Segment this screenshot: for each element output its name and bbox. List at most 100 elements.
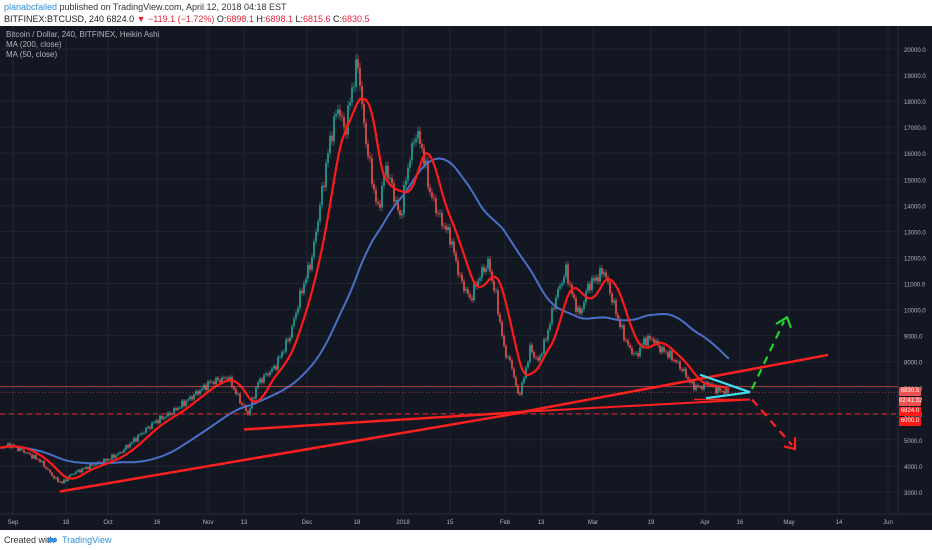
candle-body [673, 360, 675, 362]
chart-area[interactable]: 20000.0 19000.0 18000.0 17000.0 16000.0 15000… [0, 26, 932, 530]
candle-body [151, 422, 153, 429]
candle-body [339, 109, 341, 116]
candle-body [665, 351, 667, 353]
candle-body [403, 185, 405, 214]
legend-ma200[interactable]: MA (200, close) [6, 40, 62, 49]
candle-body [357, 59, 359, 68]
candle-body [237, 393, 239, 395]
trend-line-main[interactable] [59, 411, 523, 493]
candle-body [383, 175, 385, 186]
candle-body [433, 197, 435, 199]
candle-body [179, 407, 181, 409]
candle-body [315, 231, 317, 242]
candle-body [119, 452, 121, 454]
symbol-label[interactable]: BITFINEX:BTCUSD [4, 14, 85, 24]
candle-body [333, 116, 335, 142]
candle-body [45, 466, 47, 469]
candle-body [541, 353, 543, 356]
triangle-pattern[interactable] [699, 373, 751, 400]
candle-body [59, 481, 61, 483]
candle-body [79, 469, 81, 473]
candle-body [697, 385, 699, 387]
candle-body [133, 438, 135, 443]
candle-body [115, 455, 117, 458]
ma200-line[interactable] [0, 157, 730, 465]
tradingview-logo-icon[interactable] [46, 534, 58, 544]
legend-ma50[interactable]: MA (50, close) [6, 50, 58, 59]
candle-body [255, 387, 257, 399]
candle-body [301, 290, 303, 294]
candle-body [529, 344, 531, 363]
candle-body [505, 345, 507, 358]
candle-body [95, 464, 97, 466]
price-tick-label: 11000.0 [904, 283, 926, 289]
chart-canvas[interactable]: 20000.0 19000.0 18000.0 17000.0 16000.0 15000… [0, 26, 932, 530]
candle-body [165, 416, 167, 418]
candle-body [257, 382, 259, 388]
candle-body [275, 365, 277, 370]
candle-body [31, 454, 33, 459]
candle-body [421, 143, 423, 149]
candle-body [293, 318, 295, 327]
trend-line-upper[interactable] [521, 353, 829, 414]
price-tick-label: 8000.0 [904, 361, 923, 367]
plot-background[interactable] [0, 26, 898, 514]
candle-body [425, 160, 427, 165]
candle-body [343, 116, 345, 128]
time-tick-label: 2018 [396, 520, 410, 526]
candle-body [91, 463, 93, 466]
candle-body [395, 200, 397, 202]
legend-title[interactable]: Bitcoin / Dollar, 240, BITFINEX, Heikin … [6, 30, 160, 39]
quote-line: BITFINEX:BTCUSD, 240 6824.0 ▼ −119.1 (−1… [4, 14, 370, 24]
candle-body [409, 160, 411, 168]
candle-body [143, 432, 145, 434]
candle-body [467, 289, 469, 295]
time-tick-label: 14 [836, 520, 843, 526]
candle-body [73, 473, 75, 475]
candle-body [669, 350, 671, 358]
time-tick-label: Dec [302, 520, 313, 526]
time-tick-label: 15 [447, 520, 454, 526]
breakdown-down-arrow[interactable] [751, 398, 793, 446]
candle-body [283, 351, 285, 353]
candle-body [633, 353, 635, 355]
trend-line-nov[interactable] [243, 410, 523, 431]
candle-body [645, 338, 647, 346]
open-label: O: [214, 14, 227, 24]
candle-body [557, 288, 559, 298]
last-price: 6824.0 [104, 14, 137, 24]
candle-body [271, 368, 273, 372]
candle-body [85, 466, 87, 469]
candle-body [683, 368, 685, 371]
candle-body [137, 434, 139, 442]
candle-body [323, 185, 325, 188]
candle-body [131, 442, 133, 444]
tradingview-link[interactable]: TradingView [62, 535, 112, 545]
candle-body [563, 276, 565, 284]
candle-body [727, 388, 729, 393]
candle-body [81, 468, 83, 473]
time-tick-label: 16 [154, 520, 161, 526]
candle-body [285, 339, 287, 352]
breakout-up-arrow[interactable] [751, 320, 785, 390]
candle-body [269, 371, 271, 376]
author-link[interactable]: planabcfailed [4, 2, 58, 12]
candle-body [637, 353, 639, 357]
candle-body [411, 143, 413, 161]
ma50-line[interactable] [0, 97, 730, 480]
candle-body [233, 387, 235, 390]
candle-body [699, 386, 701, 388]
trend-line-lower[interactable] [523, 398, 751, 413]
time-tick-label: 19 [648, 520, 655, 526]
candle-body [273, 365, 275, 369]
close-label: C: [330, 14, 343, 24]
candle-body [93, 465, 95, 467]
candle-body [167, 412, 169, 417]
candle-body [401, 213, 403, 216]
candle-body [351, 87, 353, 103]
candle-body [533, 352, 535, 358]
candle-body [139, 434, 141, 436]
candle-body [229, 376, 231, 381]
candle-body [463, 280, 465, 291]
candle-body [487, 258, 489, 269]
